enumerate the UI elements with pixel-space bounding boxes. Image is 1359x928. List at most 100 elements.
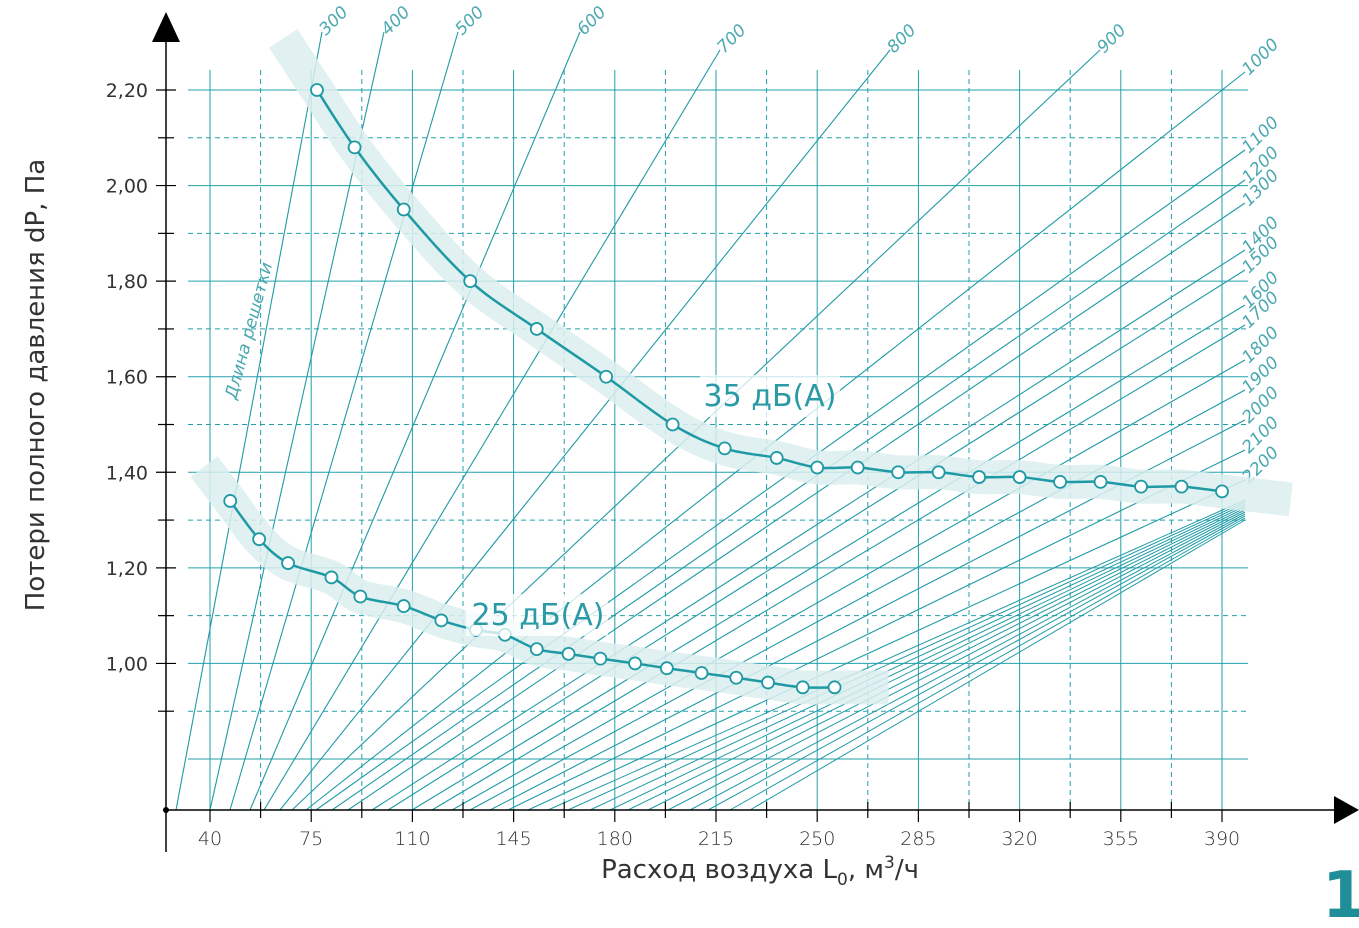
series-label-bg — [466, 594, 608, 636]
grille-line-1500 — [387, 269, 1246, 811]
data-point — [827, 680, 842, 695]
grille-line-700 — [263, 49, 721, 811]
data-point — [694, 666, 709, 680]
x-axis-arrow — [1334, 796, 1359, 824]
data-point — [593, 651, 608, 666]
data-point — [931, 465, 946, 480]
data-point — [529, 642, 544, 656]
x-tick-label: 75 — [299, 828, 323, 850]
grille-line-1100 — [315, 149, 1246, 811]
curve-band — [268, 29, 1293, 517]
data-point — [463, 274, 478, 289]
grille-line-300 — [175, 31, 323, 811]
data-point — [396, 202, 411, 217]
data-point — [628, 656, 642, 671]
data-point — [561, 646, 576, 661]
x-tick-label: 145 — [495, 828, 531, 850]
y-tick-label: 1,60 — [106, 367, 148, 389]
data-point — [665, 417, 680, 432]
x-tick-label: 390 — [1204, 828, 1240, 850]
data-point — [729, 670, 744, 685]
data-point — [769, 451, 784, 465]
grille-line-2200 — [527, 479, 1246, 811]
curve-band — [190, 456, 889, 705]
x-tick-label: 110 — [394, 828, 430, 850]
grille-line-extra — [609, 505, 1246, 811]
data-point — [1174, 479, 1189, 494]
data-point — [659, 661, 674, 676]
grille-line-1700 — [431, 324, 1246, 811]
grille-line-extra — [749, 519, 1246, 811]
x-tick-label: 250 — [799, 828, 835, 850]
grille-line-extra — [589, 503, 1246, 811]
data-point — [1053, 474, 1067, 489]
y-tick-label: 1,40 — [106, 462, 148, 484]
grille-length-900: 900 — [1093, 20, 1130, 57]
data-point — [1012, 470, 1027, 484]
data-point — [850, 460, 865, 475]
data-point — [347, 140, 362, 155]
data-point — [761, 675, 775, 690]
data-point — [972, 470, 987, 484]
x-tick-label: 215 — [698, 828, 734, 850]
data-point — [717, 441, 732, 456]
data-point — [795, 680, 810, 695]
grille-length-300: 300 — [315, 2, 352, 39]
data-point — [891, 465, 906, 480]
data-point — [252, 532, 267, 547]
grille-line-extra — [689, 513, 1246, 811]
x-tick-label: 355 — [1103, 828, 1139, 850]
data-point — [281, 556, 295, 570]
data-point — [599, 369, 614, 384]
data-point — [434, 613, 449, 628]
y-tick-label: 2,00 — [106, 176, 148, 198]
series-label-25: 25 дБ(А) — [472, 598, 605, 633]
grille-line-1600 — [411, 304, 1246, 811]
grille-line-1300 — [347, 202, 1246, 811]
data-point — [396, 599, 411, 613]
data-point — [1093, 474, 1108, 489]
x-tick-label: 285 — [900, 828, 936, 850]
data-point — [353, 589, 368, 604]
grille-line-1800 — [451, 359, 1246, 811]
y-axis-arrow — [152, 12, 180, 42]
series-label-bg — [700, 375, 840, 417]
x-axis-title-sub: 0 — [837, 870, 848, 890]
x-axis-title-main: Расход воздуха L — [601, 855, 837, 885]
x-axis-title-end: /ч — [895, 855, 919, 885]
data-point — [1215, 484, 1229, 499]
axes: 40 75 110 145 180 215 250 285 320 355 390 1,00 1,20 1… — [106, 12, 1359, 852]
data-point — [529, 322, 544, 336]
x-tick-label: 320 — [1001, 828, 1037, 850]
y-tick-label: 1,00 — [106, 653, 148, 675]
grille-line-extra — [647, 509, 1246, 811]
x-tick-label: 40 — [198, 828, 222, 850]
grille-length-400: 400 — [377, 2, 414, 39]
series-line — [315, 89, 1223, 493]
grille-line-extra — [707, 515, 1246, 811]
grille-line-extra — [547, 499, 1246, 811]
y-tick-label: 1,20 — [106, 558, 148, 580]
grille-line-500 — [229, 31, 459, 811]
x-axis-title: Расход воздуха L0, м3/ч — [601, 853, 919, 890]
grille-line-600 — [249, 31, 581, 811]
grille-line-2100 — [507, 449, 1246, 811]
curve-bands — [190, 29, 1293, 705]
x-tick-label: 180 — [597, 828, 633, 850]
data-point — [1134, 479, 1148, 494]
grille-line-1400 — [371, 249, 1246, 811]
series-layer: 35 дБ(А) 25 дБ(А) — [223, 83, 1229, 695]
grille-line-800 — [279, 49, 891, 811]
page-number: 1 — [1322, 859, 1359, 924]
y-tick-label: 1,80 — [106, 271, 148, 293]
data-point — [310, 83, 324, 97]
series-label-35: 35 дБ(А) — [704, 379, 837, 414]
x-axis-title-tail: , м — [848, 855, 884, 885]
grille-line-extra — [567, 501, 1246, 811]
grille-line-extra — [627, 507, 1246, 811]
data-point — [810, 460, 825, 475]
x-axis-title-sup: 3 — [884, 853, 895, 873]
data-point — [223, 494, 238, 508]
